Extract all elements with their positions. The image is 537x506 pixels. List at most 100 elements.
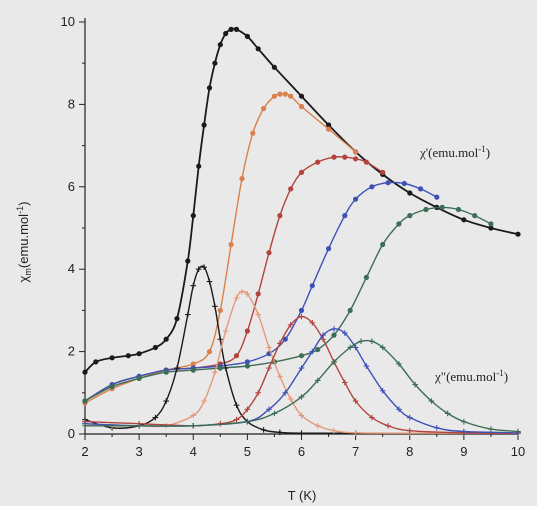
data-point	[282, 91, 288, 97]
x-axis-title: T (K)	[288, 488, 317, 503]
data-point	[163, 336, 169, 342]
data-point	[266, 365, 272, 371]
data-point	[342, 213, 348, 219]
data-point	[298, 93, 305, 99]
data-point	[206, 349, 213, 355]
data-point	[379, 344, 386, 351]
data-point	[228, 26, 234, 32]
data-point	[331, 359, 337, 365]
series-line	[84, 181, 438, 402]
data-point	[461, 217, 467, 223]
data-point	[385, 180, 391, 186]
data-point	[212, 303, 218, 310]
y-tick-label: 4	[68, 261, 75, 276]
data-point	[309, 283, 315, 289]
data-point	[222, 365, 229, 371]
data-point	[244, 291, 251, 297]
data-point	[298, 353, 305, 359]
data-point	[326, 246, 332, 252]
data-point	[369, 184, 375, 190]
data-point	[206, 85, 213, 91]
data-point	[261, 105, 267, 112]
data-point	[352, 429, 359, 436]
data-point	[358, 338, 364, 345]
data-point	[190, 367, 196, 373]
series-chi_prime-1	[82, 91, 359, 406]
data-point	[287, 396, 294, 402]
data-point	[353, 156, 359, 162]
data-point	[277, 373, 283, 380]
series-line	[84, 265, 518, 434]
data-point	[233, 295, 240, 301]
data-point	[298, 365, 305, 371]
data-point	[255, 46, 261, 52]
data-point	[369, 338, 375, 345]
y-tick-label: 0	[68, 426, 75, 441]
data-point	[82, 369, 88, 375]
series-line	[84, 27, 519, 373]
data-point	[255, 390, 261, 396]
data-point	[277, 91, 283, 97]
x-tick-label: 7	[352, 444, 359, 459]
data-point	[418, 186, 424, 192]
data-point	[315, 346, 321, 353]
data-point	[190, 412, 197, 419]
data-point	[288, 186, 294, 192]
data-point	[342, 330, 348, 336]
data-point	[282, 390, 289, 396]
data-point	[190, 361, 196, 367]
data-point	[455, 206, 462, 213]
data-point	[407, 213, 413, 219]
data-point	[515, 231, 521, 237]
data-point	[174, 365, 180, 371]
data-point	[326, 122, 332, 128]
data-point	[244, 418, 251, 425]
data-point	[217, 307, 223, 313]
data-point	[239, 176, 245, 182]
data-point	[190, 282, 197, 289]
data-point	[217, 42, 223, 48]
data-point	[136, 351, 142, 357]
data-point	[163, 369, 169, 375]
data-point	[82, 422, 88, 429]
data-point	[277, 213, 283, 219]
data-point	[271, 64, 277, 70]
data-point	[217, 336, 224, 343]
data-point	[244, 406, 251, 413]
data-point	[428, 398, 435, 404]
data-point	[315, 159, 321, 165]
data-point	[109, 355, 115, 361]
x-tick-label: 9	[460, 444, 467, 459]
x-tick-label: 6	[298, 444, 305, 459]
data-point	[363, 274, 369, 280]
data-point	[439, 204, 445, 210]
data-point	[125, 353, 131, 359]
data-point	[363, 363, 370, 369]
data-point	[407, 190, 413, 196]
data-point	[163, 398, 169, 404]
y-tick-label: 6	[68, 179, 75, 194]
series-chi_double-9	[82, 338, 521, 435]
data-point	[266, 250, 272, 256]
x-tick-label: 5	[244, 444, 251, 459]
data-point	[244, 328, 250, 334]
data-point	[136, 375, 142, 381]
data-point	[244, 359, 250, 365]
x-tick-label: 4	[190, 444, 197, 459]
annotation-chi-double: χ"(emu.mol-1)	[434, 368, 508, 384]
data-point	[82, 398, 88, 404]
data-point	[309, 319, 316, 326]
data-point	[298, 412, 305, 419]
data-point	[185, 258, 191, 264]
series-line	[84, 206, 492, 402]
data-point	[461, 428, 467, 435]
data-point	[342, 379, 348, 386]
data-point	[298, 313, 305, 320]
data-point	[380, 169, 386, 175]
y-axis-title: χm(emu.mol-1)	[15, 202, 33, 283]
data-point	[314, 422, 321, 429]
data-point	[461, 418, 467, 425]
data-point	[298, 430, 305, 436]
data-point	[233, 353, 240, 359]
